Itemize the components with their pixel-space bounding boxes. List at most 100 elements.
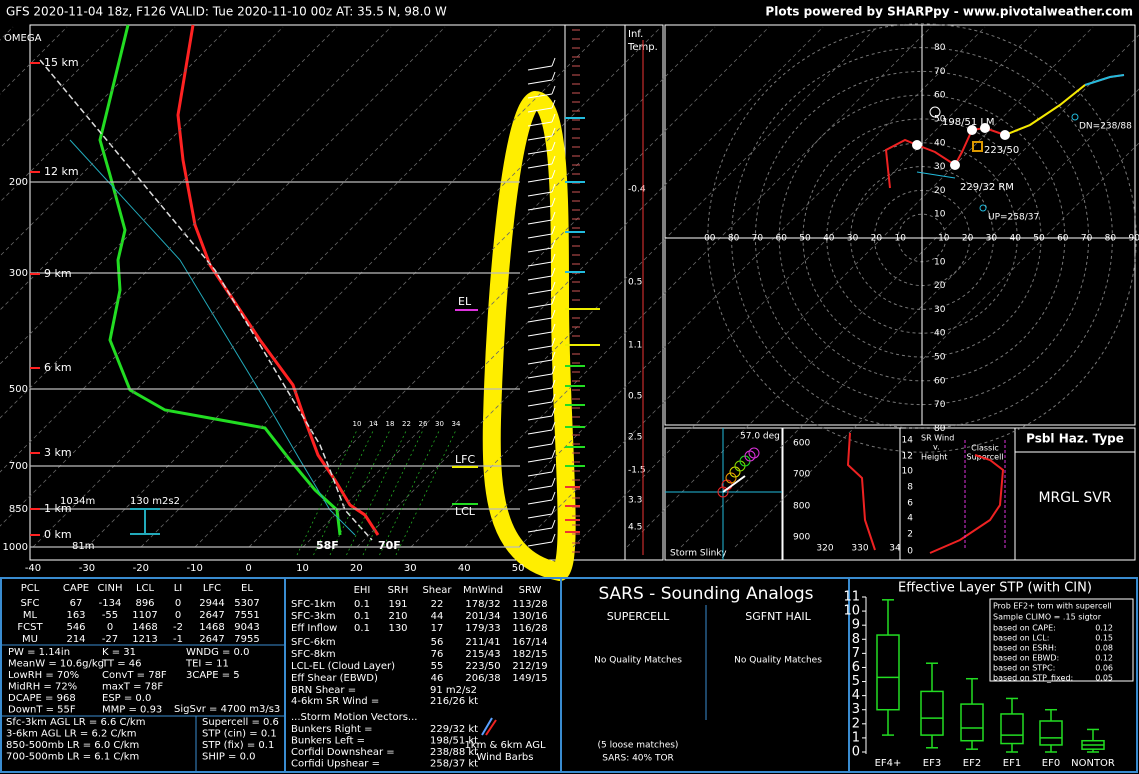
kinematic-cell: 212/19 [512, 661, 547, 672]
wind-barb [551, 141, 556, 151]
mixing-ratio-label: 10 [353, 420, 362, 428]
wind-barb [551, 197, 556, 207]
isotherm [410, 26, 932, 548]
storm-motion: Bunkers Left = [291, 736, 365, 747]
prob-label: based on EBWD: [993, 654, 1059, 663]
hodo-ring-label: 10 [934, 210, 946, 220]
kinematic-cell: 211/41 [465, 637, 500, 648]
wind-barb [527, 121, 553, 127]
box [876, 634, 900, 711]
kinematic-header: SRH [388, 585, 409, 596]
wind-barb [527, 93, 553, 99]
thermo-cell: -55 [102, 610, 118, 621]
theta-e-profile [846, 432, 876, 551]
wind-barb [527, 415, 553, 421]
hodograph-trace-top [1084, 74, 1125, 86]
slinky-ring [748, 447, 760, 459]
hodo-ring-label: 80 [934, 424, 946, 434]
thermo-cell: -2 [173, 622, 183, 633]
header-title: GFS 2020-11-04 18z, F126 VALID: Tue 2020… [6, 5, 447, 19]
thermo-index: DownT = 55F [8, 705, 76, 716]
wind-barb [551, 253, 556, 263]
storm-motion: Bunkers Right = [291, 724, 373, 735]
thermo-cell: 214 [66, 634, 85, 645]
sars-tor: SARS: 40% TOR [602, 754, 674, 764]
sars-title: SARS - Sounding Analogs [598, 584, 813, 604]
wind-barb [551, 505, 556, 515]
cloud-layer-mean [972, 141, 983, 152]
isotherm [518, 26, 1040, 548]
composite-param: SHIP = 0.0 [202, 752, 256, 763]
inflection-label: 4.5 [628, 523, 642, 533]
wind-barb [527, 541, 553, 547]
prob-value: 0.05 [1095, 674, 1113, 683]
wind-barb [551, 533, 556, 543]
kinematic-cell: 130 [388, 623, 407, 634]
kinematic-header: EHI [354, 585, 371, 596]
wind-barb [551, 183, 556, 193]
wind-barb [551, 71, 556, 81]
kinematic-cell: 182/15 [512, 649, 547, 660]
thermo-cell: 9043 [234, 622, 259, 633]
hodo-point [980, 123, 990, 133]
wind-barb [551, 379, 556, 389]
stp-category: EF4+ [875, 758, 902, 769]
srwind-height: 10 [902, 467, 914, 477]
sars-result: No Quality Matches [734, 656, 822, 666]
kinematic-cell: 0.1 [354, 623, 370, 634]
thermo-header: LCL [136, 583, 155, 594]
storm-motion-vector [916, 171, 956, 179]
sars-heading: SUPERCELL [607, 610, 670, 623]
mixing-ratio-label: 22 [402, 420, 411, 428]
height-label: 1 km [44, 502, 72, 515]
hodo-ring-label: 90 [1128, 234, 1139, 244]
height-label: 0 km [44, 528, 72, 541]
thermo-cell: 1107 [132, 610, 157, 621]
wind-barb [527, 107, 553, 113]
thermo-cell: 7551 [234, 610, 259, 621]
box [1000, 713, 1024, 745]
hodograph-trace-upper [1004, 84, 1086, 136]
wind-barb [527, 317, 553, 323]
prob-box [989, 598, 1134, 682]
theta-temp: 320 [816, 544, 833, 554]
composite-param: Supercell = 0.6 [202, 717, 279, 728]
storm-motion: Corfidi Upshear = [291, 759, 380, 770]
pressure-label: 200 [9, 177, 28, 188]
stp-y-tick-label: 2 [852, 716, 860, 731]
hodo-ring-label: 70 [934, 400, 946, 410]
thermo-cell: 2944 [199, 598, 224, 609]
prob-label: based on ESRH: [993, 644, 1057, 653]
thermo-index: ConvT = 78F [102, 670, 167, 681]
hodo-ring-label: 30 [934, 162, 946, 172]
thermo-header: LFC [203, 583, 221, 594]
hodo-point [1000, 130, 1010, 140]
hodo-ring-label: 20 [962, 234, 974, 244]
wind-barb [527, 205, 553, 211]
hodo-point-label: 2 [952, 162, 957, 171]
thermo-index: WNDG = 0.0 [186, 647, 249, 658]
wind-barb [527, 79, 553, 85]
wind-barb [551, 407, 556, 417]
temp-label: 40 [458, 563, 471, 574]
upshear-point [979, 204, 987, 212]
wind-barb [551, 435, 556, 445]
srwind-title: Height [921, 453, 947, 462]
stp-y-tick-label: 4 [852, 688, 860, 703]
wetbulb-trace [69, 139, 356, 536]
wind-barb [527, 219, 553, 225]
barb-note: Wind Barbs [477, 752, 534, 763]
lapse-rate: 700-500mb LR = 6.1 C/km [6, 752, 139, 763]
thermo-cell: 163 [66, 610, 85, 621]
kinematic-header: Shear [422, 585, 452, 596]
thermo-cell: ML [23, 610, 38, 621]
kinematic-cell: 4-6km SR Wind = [291, 696, 379, 707]
wind-barb [551, 449, 556, 459]
hodo-point-label: 3 [969, 127, 974, 136]
temp-label: 20 [350, 563, 363, 574]
kinematic-cell: 56 [431, 637, 444, 648]
kinematic-cell: Eff Shear (EBWD) [291, 673, 378, 684]
temperature-profile [176, 24, 380, 536]
thermo-cell: 7955 [234, 634, 259, 645]
